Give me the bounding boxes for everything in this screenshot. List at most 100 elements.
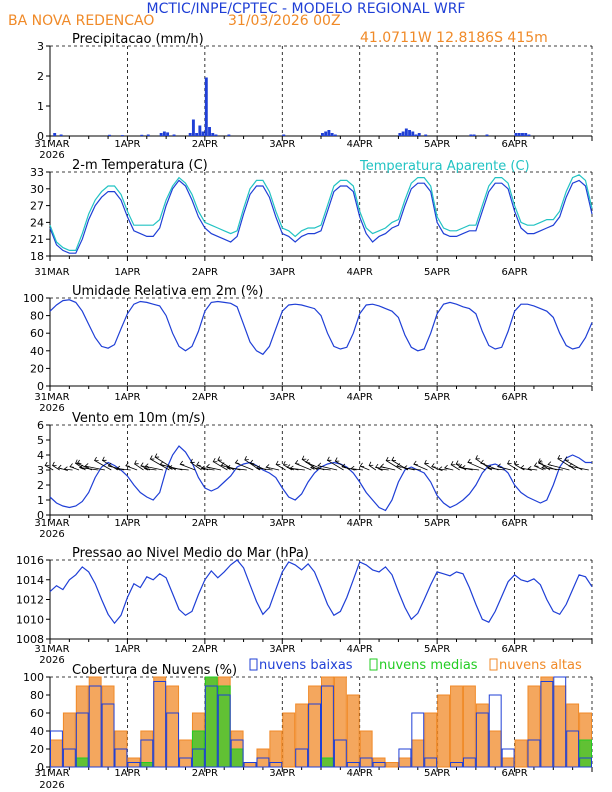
x-year-label: 2026: [39, 529, 64, 540]
wind-arrow-head: [450, 461, 456, 466]
wind-arrow: [450, 464, 460, 471]
cloud-bar-nuvens-altas: [269, 730, 283, 768]
wind-arrow: [335, 460, 351, 471]
wind-arrow-head: [326, 456, 332, 461]
wind-arrow: [79, 467, 99, 471]
header-location: BA NOVA REDENCAO: [8, 13, 154, 29]
y-tick-label: 1: [37, 100, 44, 113]
wind-arrow-head: [212, 458, 218, 463]
y-tick-label: 3: [37, 464, 44, 477]
y-tick-label: 40: [30, 345, 44, 358]
wind-arrow-head: [286, 464, 292, 469]
cloud-bar-nuvens-baixas: [295, 748, 309, 768]
cloud-bar-nuvens-altas: [140, 730, 154, 768]
cloud-bar-nuvens-baixas: [540, 681, 554, 768]
y-tick-label: 0: [37, 761, 44, 774]
wind-arrow-head: [101, 456, 107, 461]
precip-bar: [208, 127, 211, 136]
wind-arrow: [94, 460, 112, 471]
x-tick-label: 2APR: [192, 267, 218, 278]
wind-arrow: [403, 467, 422, 471]
y-tick-label: 24: [30, 216, 44, 229]
wind-arrow-head: [226, 465, 231, 470]
wind-arrow-head: [480, 459, 485, 465]
cloud-bar-nuvens-altas: [450, 685, 463, 768]
cloud-bar-nuvens-altas: [540, 676, 554, 768]
cloud-bar-nuvens-medias: [579, 739, 592, 768]
wind-arrow-head: [461, 465, 466, 470]
x-tick-label: 4APR: [347, 139, 373, 150]
cloud-bar-nuvens-baixas: [204, 685, 218, 768]
x-tick-label: 4APR: [347, 267, 373, 278]
cloud-bar-nuvens-baixas: [256, 757, 270, 768]
x-tick-label: 4APR: [347, 392, 373, 403]
wind-arrow-head: [301, 455, 307, 460]
x-tick-label: 6APR: [501, 392, 527, 403]
cloud-bar-nuvens-baixas: [372, 762, 386, 768]
y-tick-label: 27: [30, 200, 44, 213]
x-tick-label: 31MAR: [34, 644, 69, 655]
wind-arrow: [461, 467, 480, 471]
series-line-temperatura_aparente: [49, 174, 593, 251]
panel-title: 2-m Temperatura (C): [72, 158, 208, 173]
x-tick-label: 1APR: [114, 139, 140, 150]
wind-arrow: [438, 468, 447, 471]
x-tick-label: 6APR: [501, 518, 527, 529]
wind-arrow-head: [385, 456, 391, 462]
wind-arrow: [102, 460, 118, 471]
wind-arrow-head: [84, 463, 90, 468]
cloud-bar-nuvens-baixas: [321, 685, 334, 768]
cloud-bar-nuvens-altas: [50, 739, 63, 768]
y-tick-label: 4: [37, 449, 44, 462]
precip-bar: [227, 134, 231, 136]
cloud-bar-nuvens-altas: [101, 685, 115, 768]
precip-bar: [191, 119, 195, 136]
precip-bar: [159, 133, 163, 136]
x-tick-label: 3APR: [269, 139, 295, 150]
wind-arrow: [557, 458, 577, 471]
precip-bar: [172, 134, 176, 136]
wind-arrow: [256, 467, 273, 471]
wind-arrow-head: [514, 460, 519, 466]
precip-bar: [211, 133, 215, 136]
wind-arrow: [527, 468, 538, 471]
cloud-medium-swatch: [369, 658, 378, 671]
x-tick-label: 5APR: [424, 139, 450, 150]
apparent-temperature-legend: Temperatura Aparente (C): [359, 159, 530, 174]
y-tick-label: 33: [30, 166, 44, 179]
wind-arrow: [507, 463, 519, 471]
precip-bar: [417, 133, 421, 136]
precip-bar: [485, 134, 489, 136]
x-tick-label: 3APR: [269, 518, 295, 529]
precip-bar: [214, 134, 218, 136]
cloud-high-swatch: [489, 658, 498, 671]
x-tick-label: 1APR: [114, 267, 140, 278]
x-tick-label: 6APR: [501, 139, 527, 150]
precip-bar: [162, 131, 166, 136]
x-tick-label: 1APR: [114, 518, 140, 529]
y-tick-label: 60: [30, 327, 44, 340]
precip-bar: [404, 128, 408, 136]
panel-title: Precipitacao (mm/h): [72, 32, 204, 47]
wind-arrow-head: [282, 461, 288, 466]
y-tick-label: 5: [37, 434, 44, 447]
panel-2: 18 21 24 27 30 33 31MAR 1APR 2APR 3APR 4APR 5APR 6AP…: [30, 158, 593, 278]
wind-arrow-head: [378, 466, 383, 471]
wind-arrow: [213, 461, 228, 471]
cloud-bar-nuvens-baixas: [566, 730, 580, 768]
wind-arrow-head: [78, 464, 84, 470]
wind-arrow: [134, 463, 144, 471]
x-tick-label: 1APR: [114, 392, 140, 403]
cloud-bar-nuvens-baixas: [579, 757, 592, 768]
precip-bar: [204, 77, 208, 136]
cloud-bar-nuvens-altas: [385, 762, 399, 768]
y-tick-label: 20: [30, 743, 44, 756]
wind-arrow: [45, 465, 54, 471]
wind-arrow-head: [334, 457, 340, 462]
cloud-bar-nuvens-altas: [437, 694, 451, 768]
x-tick-label: 6APR: [501, 768, 527, 779]
precip-bar: [524, 133, 528, 136]
cloud-bar-nuvens-altas: [462, 685, 476, 768]
